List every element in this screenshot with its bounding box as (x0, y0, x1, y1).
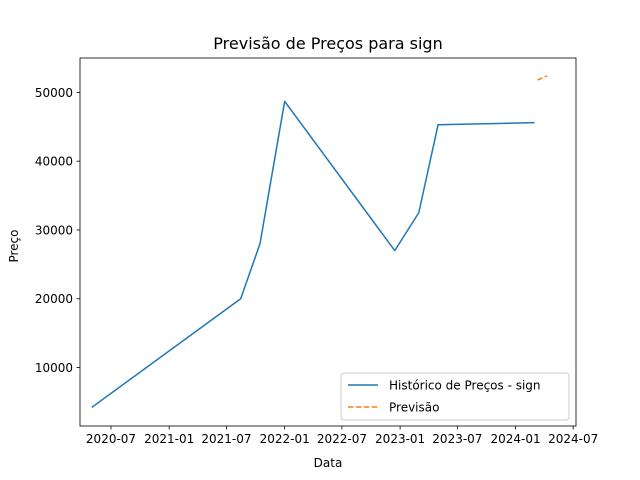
x-tick-label: 2022-01 (260, 432, 310, 446)
y-axis-ticks: 10000 20000 30000 40000 50000 (35, 86, 80, 375)
x-axis-label: Data (314, 456, 343, 470)
series-line-previsao (537, 75, 548, 81)
chart-title: Previsão de Preços para sign (213, 34, 442, 53)
legend: Histórico de Preços - sign Previsão (340, 372, 570, 421)
x-tick-label: 2021-01 (144, 432, 194, 446)
y-tick-label: 50000 (35, 86, 73, 100)
x-tick-label: 2022-07 (317, 432, 367, 446)
y-axis-label: Preço (7, 229, 21, 262)
x-tick-label: 2024-07 (548, 432, 598, 446)
x-tick-label: 2023-01 (375, 432, 425, 446)
x-tick-label: 2021-07 (201, 432, 251, 446)
x-axis-ticks: 2020-07 2021-01 2021-07 2022-01 2022-07 2023-… (86, 426, 598, 446)
y-tick-label: 20000 (35, 292, 73, 306)
x-tick-label: 2023-07 (432, 432, 482, 446)
legend-label-historico: Histórico de Preços - sign (389, 379, 541, 393)
y-tick-label: 10000 (35, 361, 73, 375)
legend-label-previsao: Previsão (389, 401, 439, 415)
x-tick-label: 2024-01 (491, 432, 541, 446)
legend-box (340, 372, 570, 421)
plot-area (79, 57, 577, 427)
axes-frame (79, 57, 577, 427)
series-group (91, 75, 548, 409)
x-tick-label: 2020-07 (86, 432, 136, 446)
series-line-historico (91, 100, 535, 409)
y-tick-label: 40000 (35, 155, 73, 169)
y-tick-label: 30000 (35, 223, 73, 237)
